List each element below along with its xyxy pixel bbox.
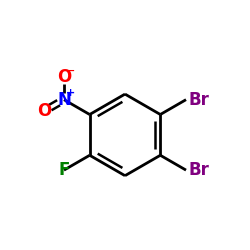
- Text: F: F: [58, 161, 70, 179]
- Text: Br: Br: [188, 91, 209, 109]
- Text: O: O: [57, 68, 71, 86]
- Text: N: N: [57, 91, 71, 109]
- Text: O: O: [38, 102, 52, 120]
- Text: −: −: [66, 66, 75, 76]
- Text: Br: Br: [188, 161, 209, 179]
- Text: +: +: [66, 88, 75, 99]
